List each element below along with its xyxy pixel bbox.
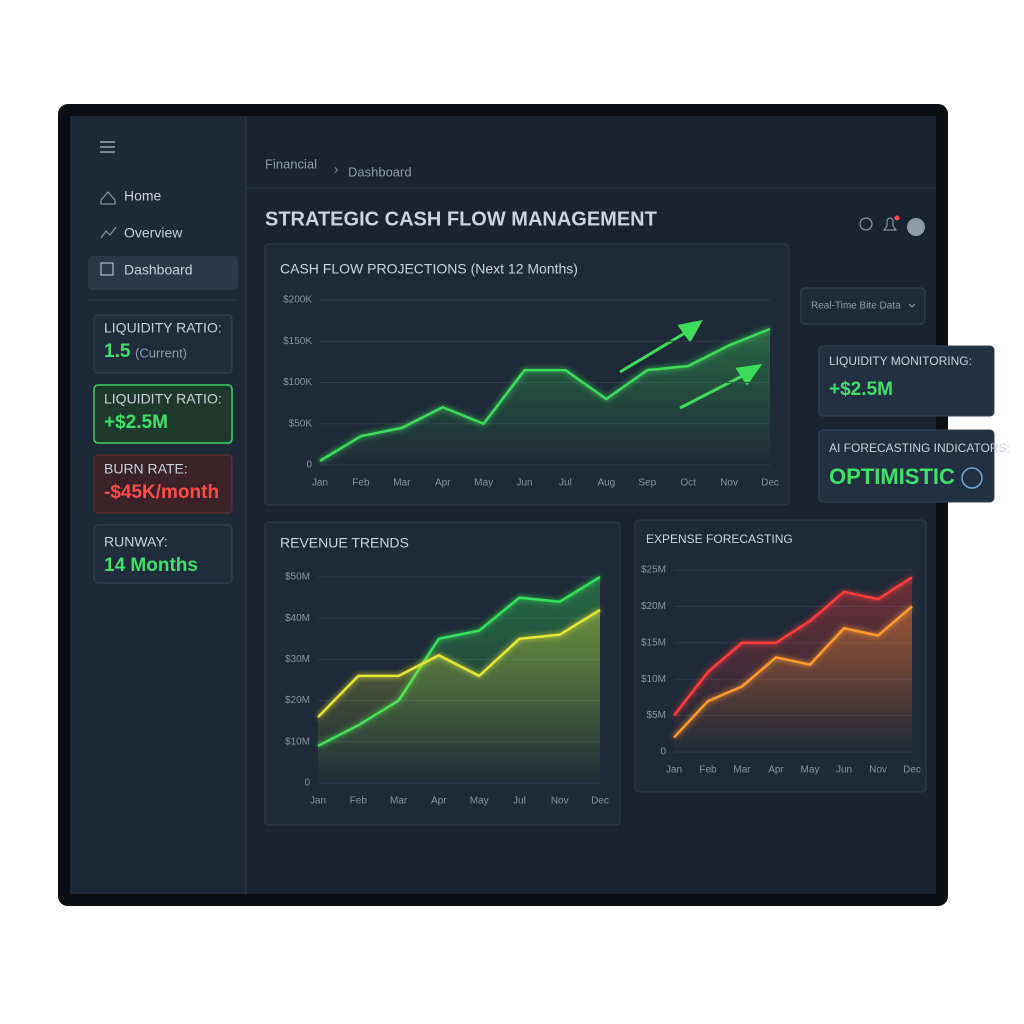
line (319, 327, 771, 462)
x-tick-label: Jul (513, 796, 526, 807)
page-title: STRATEGIC CASH FLOW MANAGEMENT (265, 208, 657, 230)
y-tick-label: $10M (641, 674, 666, 685)
x-tick-label: Aug (597, 478, 615, 489)
card-label: BURN RATE: (104, 461, 188, 477)
x-tick-label: May (470, 796, 489, 807)
menu-icon[interactable] (100, 141, 115, 153)
y-tick-label: $10M (285, 736, 310, 747)
x-tick-label: Dec (591, 796, 609, 807)
x-tick-label: Sep (638, 478, 656, 489)
indicator-label: AI FORECASTING INDICATORS: (829, 441, 1010, 455)
line (673, 576, 913, 717)
card-value: 1.5 (104, 341, 131, 362)
y-tick-label: $50K (289, 418, 313, 429)
x-tick-label: Apr (435, 478, 451, 489)
x-tick-label: Jul (559, 478, 572, 489)
y-tick-label: $20M (285, 695, 310, 706)
area (320, 328, 770, 465)
x-tick-label: Apr (431, 796, 447, 807)
y-tick-label: $150K (283, 336, 312, 347)
dropdown[interactable] (800, 287, 926, 325)
x-tick-label: Mar (733, 765, 751, 776)
avatar[interactable] (907, 218, 925, 236)
x-tick-label: Jun (836, 765, 852, 776)
indicator-value: +$2.5M (829, 379, 893, 400)
x-tick-label: Oct (680, 478, 696, 489)
chart-title: CASH FLOW PROJECTIONS (Next 12 Months) (280, 261, 578, 277)
x-tick-label: Nov (720, 478, 738, 489)
y-tick-label: $15M (641, 637, 666, 648)
dropdown-caret (908, 303, 916, 308)
area (674, 606, 912, 752)
nav-item[interactable]: Dashboard (124, 262, 193, 278)
metric-card (93, 314, 233, 374)
indicator-card (818, 429, 995, 503)
y-tick-label: 0 (304, 778, 310, 789)
x-tick-label: Nov (551, 796, 569, 807)
home-icon (100, 191, 116, 205)
x-tick-label: Mar (393, 478, 411, 489)
metric-card (93, 524, 233, 584)
card-value: +$2.5M (104, 412, 168, 433)
y-tick-label: $50M (285, 572, 310, 583)
x-tick-label: Feb (352, 478, 370, 489)
x-tick-label: Dec (903, 765, 921, 776)
line (317, 608, 601, 718)
x-tick-label: Feb (699, 765, 717, 776)
x-tick-label: Jun (516, 478, 532, 489)
y-tick-label: $100K (283, 377, 312, 388)
x-tick-label: Apr (768, 765, 784, 776)
indicator-label: LIQUIDITY MONITORING: (829, 354, 972, 368)
card-label: LIQUIDITY RATIO: (104, 391, 222, 407)
nav-item[interactable]: Overview (124, 225, 183, 241)
y-tick-label: $200K (283, 295, 312, 306)
card-label: LIQUIDITY RATIO: (104, 320, 222, 336)
chart-title: REVENUE TRENDS (280, 535, 409, 551)
x-tick-label: May (801, 765, 820, 776)
bell-icon[interactable] (883, 217, 897, 231)
y-tick-label: 0 (660, 747, 666, 758)
dropdown-label[interactable]: Real-Time Bite Data (811, 301, 901, 312)
x-tick-label: Feb (350, 796, 368, 807)
y-tick-label: $5M (647, 710, 666, 721)
y-tick-label: $25M (641, 565, 666, 576)
metric-card (93, 384, 233, 444)
card-note: (Current) (135, 345, 187, 360)
card-label: RUNWAY: (104, 534, 168, 550)
x-tick-label: Mar (390, 796, 408, 807)
nav-item[interactable]: Home (124, 188, 162, 204)
notification-dot (894, 215, 900, 221)
help-icon[interactable] (859, 217, 873, 231)
indicator-value: OPTIMISTIC (829, 464, 955, 489)
metric-card (93, 454, 233, 514)
y-tick-label: 0 (306, 460, 312, 471)
y-tick-label: $40M (285, 613, 310, 624)
dashboard-icon (100, 262, 114, 276)
y-tick-label: $30M (285, 654, 310, 665)
line (673, 605, 913, 739)
card-value: -$45K/month (104, 482, 219, 503)
x-tick-label: Jan (666, 765, 682, 776)
x-tick-label: Jan (312, 478, 328, 489)
x-tick-label: May (474, 478, 493, 489)
y-tick-label: $20M (641, 601, 666, 612)
breadcrumb[interactable]: Financial (265, 156, 317, 171)
card-value: 14 Months (104, 555, 198, 576)
nav-active (88, 256, 238, 290)
overview-icon (100, 226, 117, 239)
breadcrumb[interactable]: Dashboard (348, 164, 412, 179)
indicator-card (818, 345, 995, 417)
x-tick-label: Nov (869, 765, 887, 776)
x-tick-label: Jan (310, 796, 326, 807)
chart-title: EXPENSE FORECASTING (646, 532, 793, 546)
brain-icon (961, 467, 983, 489)
breadcrumb-separator: › (334, 161, 338, 176)
x-tick-label: Dec (761, 478, 779, 489)
area (318, 609, 600, 783)
